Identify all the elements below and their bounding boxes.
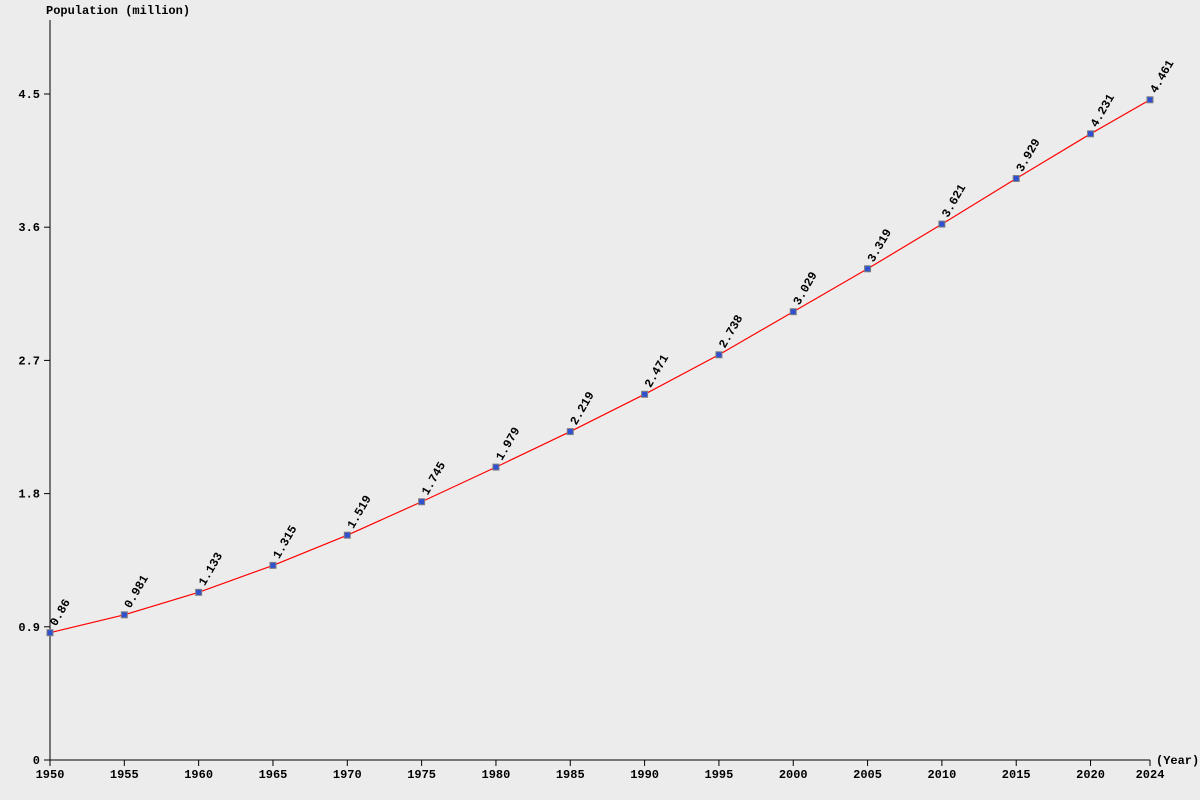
- x-tick-label: 2024: [1136, 768, 1165, 782]
- y-axis-title: Population (million): [46, 4, 190, 18]
- x-tick-label: 1955: [110, 768, 139, 782]
- data-point: [939, 221, 945, 227]
- x-tick-label: 2015: [1002, 768, 1031, 782]
- data-point: [493, 464, 499, 470]
- data-point: [865, 266, 871, 272]
- data-point: [1013, 176, 1019, 182]
- y-tick-label: 4.5: [18, 88, 40, 102]
- x-tick-label: 1975: [407, 768, 436, 782]
- x-tick-label: 1960: [184, 768, 213, 782]
- chart-background: [0, 0, 1200, 800]
- x-tick-label: 1970: [333, 768, 362, 782]
- data-point: [790, 309, 796, 315]
- data-point: [1088, 131, 1094, 137]
- x-axis-title: (Year): [1156, 754, 1199, 768]
- x-tick-label: 2005: [853, 768, 882, 782]
- x-tick-label: 2000: [779, 768, 808, 782]
- y-tick-label: 0: [33, 754, 40, 768]
- x-tick-label: 1980: [482, 768, 511, 782]
- x-tick-label: 2020: [1076, 768, 1105, 782]
- data-point: [1147, 97, 1153, 103]
- y-tick-label: 3.6: [18, 221, 40, 235]
- data-point: [270, 562, 276, 568]
- data-point: [196, 589, 202, 595]
- data-point: [47, 630, 53, 636]
- y-tick-label: 0.9: [18, 621, 40, 635]
- data-point: [567, 429, 573, 435]
- data-point: [642, 391, 648, 397]
- x-tick-label: 1950: [36, 768, 65, 782]
- data-point: [419, 499, 425, 505]
- data-point: [121, 612, 127, 618]
- x-tick-label: 1965: [259, 768, 288, 782]
- y-tick-label: 2.7: [18, 354, 40, 368]
- x-tick-label: 1995: [705, 768, 734, 782]
- x-tick-label: 1990: [630, 768, 659, 782]
- data-point: [716, 352, 722, 358]
- data-point: [344, 532, 350, 538]
- population-line-chart: 1950 1955 1960 1965 1970 1975 1980 1985 1990 1995…: [0, 0, 1200, 800]
- y-tick-label: 1.8: [18, 488, 40, 502]
- x-tick-label: 2010: [927, 768, 956, 782]
- x-tick-label: 1985: [556, 768, 585, 782]
